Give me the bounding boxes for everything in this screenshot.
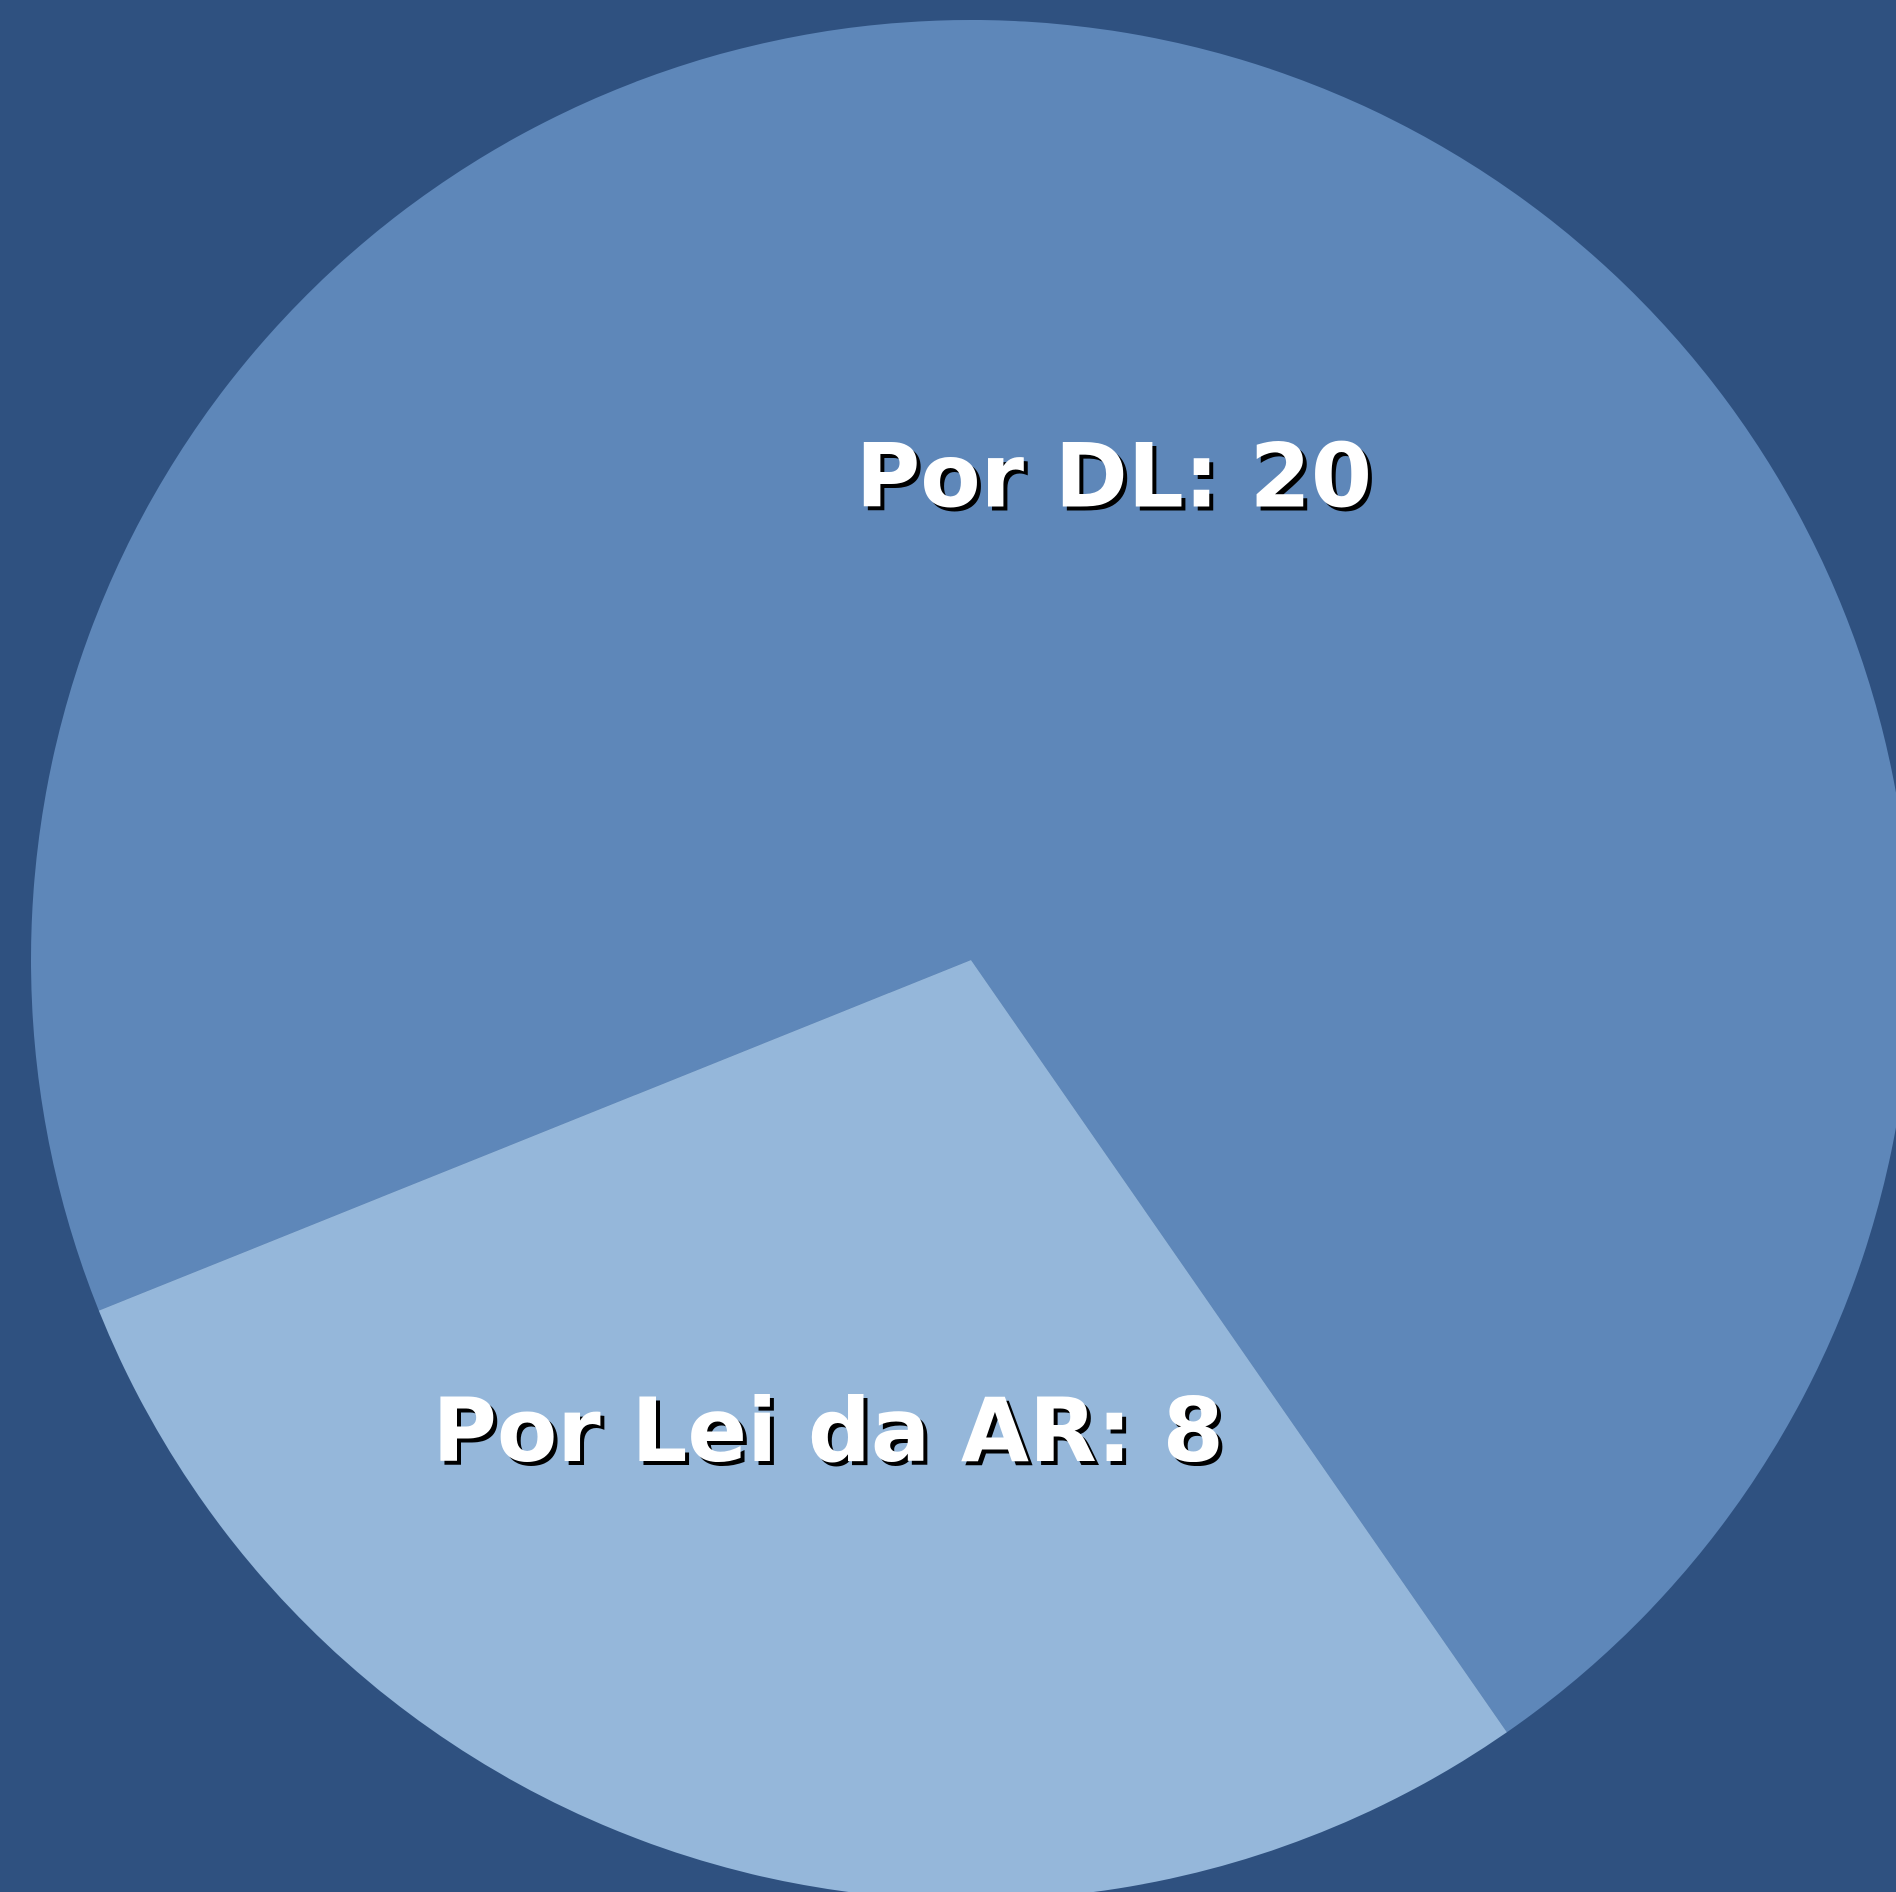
slice-label-shadow: Por DL: 20 <box>860 429 1376 532</box>
slice-label: Por Lei da AR: 8 <box>432 1379 1223 1482</box>
pie-slice <box>31 20 1896 1733</box>
pie-slice <box>98 960 1507 1892</box>
slice-label: Por DL: 20 <box>856 425 1372 528</box>
slice-label-shadow: Por Lei da AR: 8 <box>436 1383 1227 1486</box>
